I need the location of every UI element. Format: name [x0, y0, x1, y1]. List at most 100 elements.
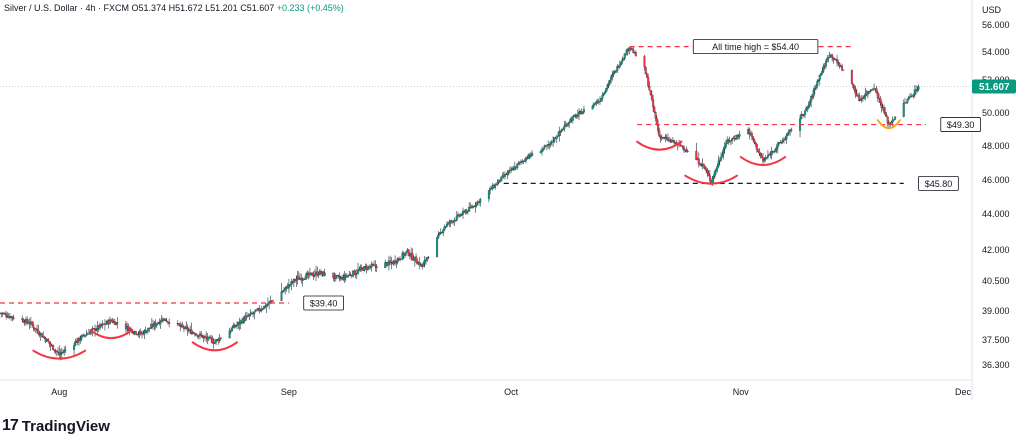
- candle-body: [913, 89, 916, 95]
- candle-body: [654, 112, 657, 119]
- candle-body: [375, 266, 378, 269]
- candle-body: [423, 259, 426, 264]
- candle-body: [57, 351, 60, 353]
- candle-body: [813, 88, 816, 91]
- candle-body: [506, 172, 509, 176]
- candle-body: [517, 162, 520, 164]
- candle-body: [705, 168, 708, 171]
- candle-body: [905, 102, 908, 104]
- time-axis[interactable]: Aug Sep Oct Nov Dec: [51, 387, 971, 397]
- candle-body: [592, 103, 595, 107]
- candle-body: [489, 188, 492, 191]
- candle-body: [911, 95, 914, 97]
- candle-body: [474, 205, 477, 208]
- candle-body: [838, 63, 841, 67]
- candle-body: [345, 275, 348, 278]
- dip-arc: [89, 329, 133, 340]
- level-label-box: [692, 39, 819, 54]
- candle-body: [323, 272, 326, 276]
- candle-body: [80, 335, 83, 340]
- candle-body: [716, 166, 719, 170]
- candle-body: [48, 341, 51, 344]
- candle-body: [334, 275, 337, 279]
- candle-body: [248, 314, 251, 317]
- level-label: $45.80: [925, 179, 953, 189]
- candle-body: [529, 155, 532, 157]
- candle-body: [253, 311, 256, 314]
- candle-body: [622, 58, 625, 61]
- tradingview-logo-icon: 17: [2, 417, 19, 434]
- candle-body: [531, 152, 534, 156]
- candle-body: [854, 89, 857, 95]
- candle-body: [359, 267, 362, 270]
- candle-body: [759, 153, 762, 156]
- symbol-title[interactable]: Silver / U.S. Dollar · 4h · FXCM: [4, 3, 130, 13]
- candle-body: [11, 316, 14, 318]
- candle-body: [621, 59, 624, 63]
- candle-body: [539, 151, 542, 154]
- candle-body: [655, 118, 658, 125]
- candle-body: [284, 287, 287, 291]
- candle-body: [603, 91, 606, 94]
- candle-body: [400, 258, 403, 260]
- candle-body: [805, 108, 808, 111]
- candle-body: [607, 83, 610, 86]
- candle-body: [591, 105, 594, 110]
- candle-body: [507, 170, 510, 173]
- candle-body: [902, 103, 905, 117]
- candle-body: [821, 71, 824, 74]
- candle-body: [317, 274, 320, 276]
- candle-body: [110, 319, 113, 321]
- y-tick-label: 50.000: [982, 108, 1010, 118]
- candle-body: [755, 143, 758, 150]
- current-price-box: [972, 79, 1016, 94]
- candle-body: [810, 96, 813, 102]
- candle-body: [802, 114, 805, 116]
- candle-body: [397, 258, 400, 260]
- candle-body: [555, 136, 558, 139]
- candle-body: [21, 318, 24, 320]
- candle-body: [707, 173, 710, 176]
- candle-body: [906, 99, 909, 103]
- brand[interactable]: 17 TradingView: [2, 417, 110, 435]
- candle-body: [487, 190, 490, 200]
- candle-body: [450, 220, 453, 222]
- candle-body: [252, 313, 255, 315]
- change-value: +0.233 (+0.45%): [276, 3, 344, 13]
- candle-body: [89, 331, 92, 335]
- open-value: O51.374: [131, 3, 167, 13]
- candle-body: [875, 88, 878, 93]
- candle-body: [917, 86, 920, 90]
- candle-body: [263, 305, 266, 309]
- candle-body: [852, 83, 855, 88]
- candle-body: [568, 122, 571, 124]
- x-tick-label: Sep: [281, 387, 297, 397]
- candle-body: [282, 289, 285, 292]
- candle-body: [105, 323, 108, 325]
- candle-body: [186, 327, 189, 331]
- candle-body: [841, 65, 844, 70]
- candle-body: [442, 229, 445, 233]
- candle-body: [280, 291, 283, 302]
- candle-body: [734, 138, 737, 140]
- candle-body: [403, 253, 406, 257]
- candle-body: [445, 223, 448, 227]
- candle-body: [437, 234, 440, 238]
- candle-body: [738, 134, 741, 137]
- candle-body: [311, 272, 314, 276]
- candle-body: [295, 278, 298, 281]
- candle-body: [479, 198, 482, 203]
- candle-body: [837, 62, 840, 64]
- candle-body: [892, 119, 895, 121]
- level-label-box: [940, 117, 981, 132]
- candle-body: [254, 309, 257, 312]
- candle-body: [64, 349, 67, 351]
- candle-body: [811, 96, 814, 98]
- candle-body: [249, 312, 252, 315]
- price-axis[interactable]: 56.00054.00052.00050.00048.00046.00044.0…: [982, 20, 1010, 370]
- candle-body: [55, 350, 58, 352]
- candle-body: [706, 170, 709, 174]
- candle-body: [836, 59, 839, 63]
- candle-body: [389, 260, 392, 263]
